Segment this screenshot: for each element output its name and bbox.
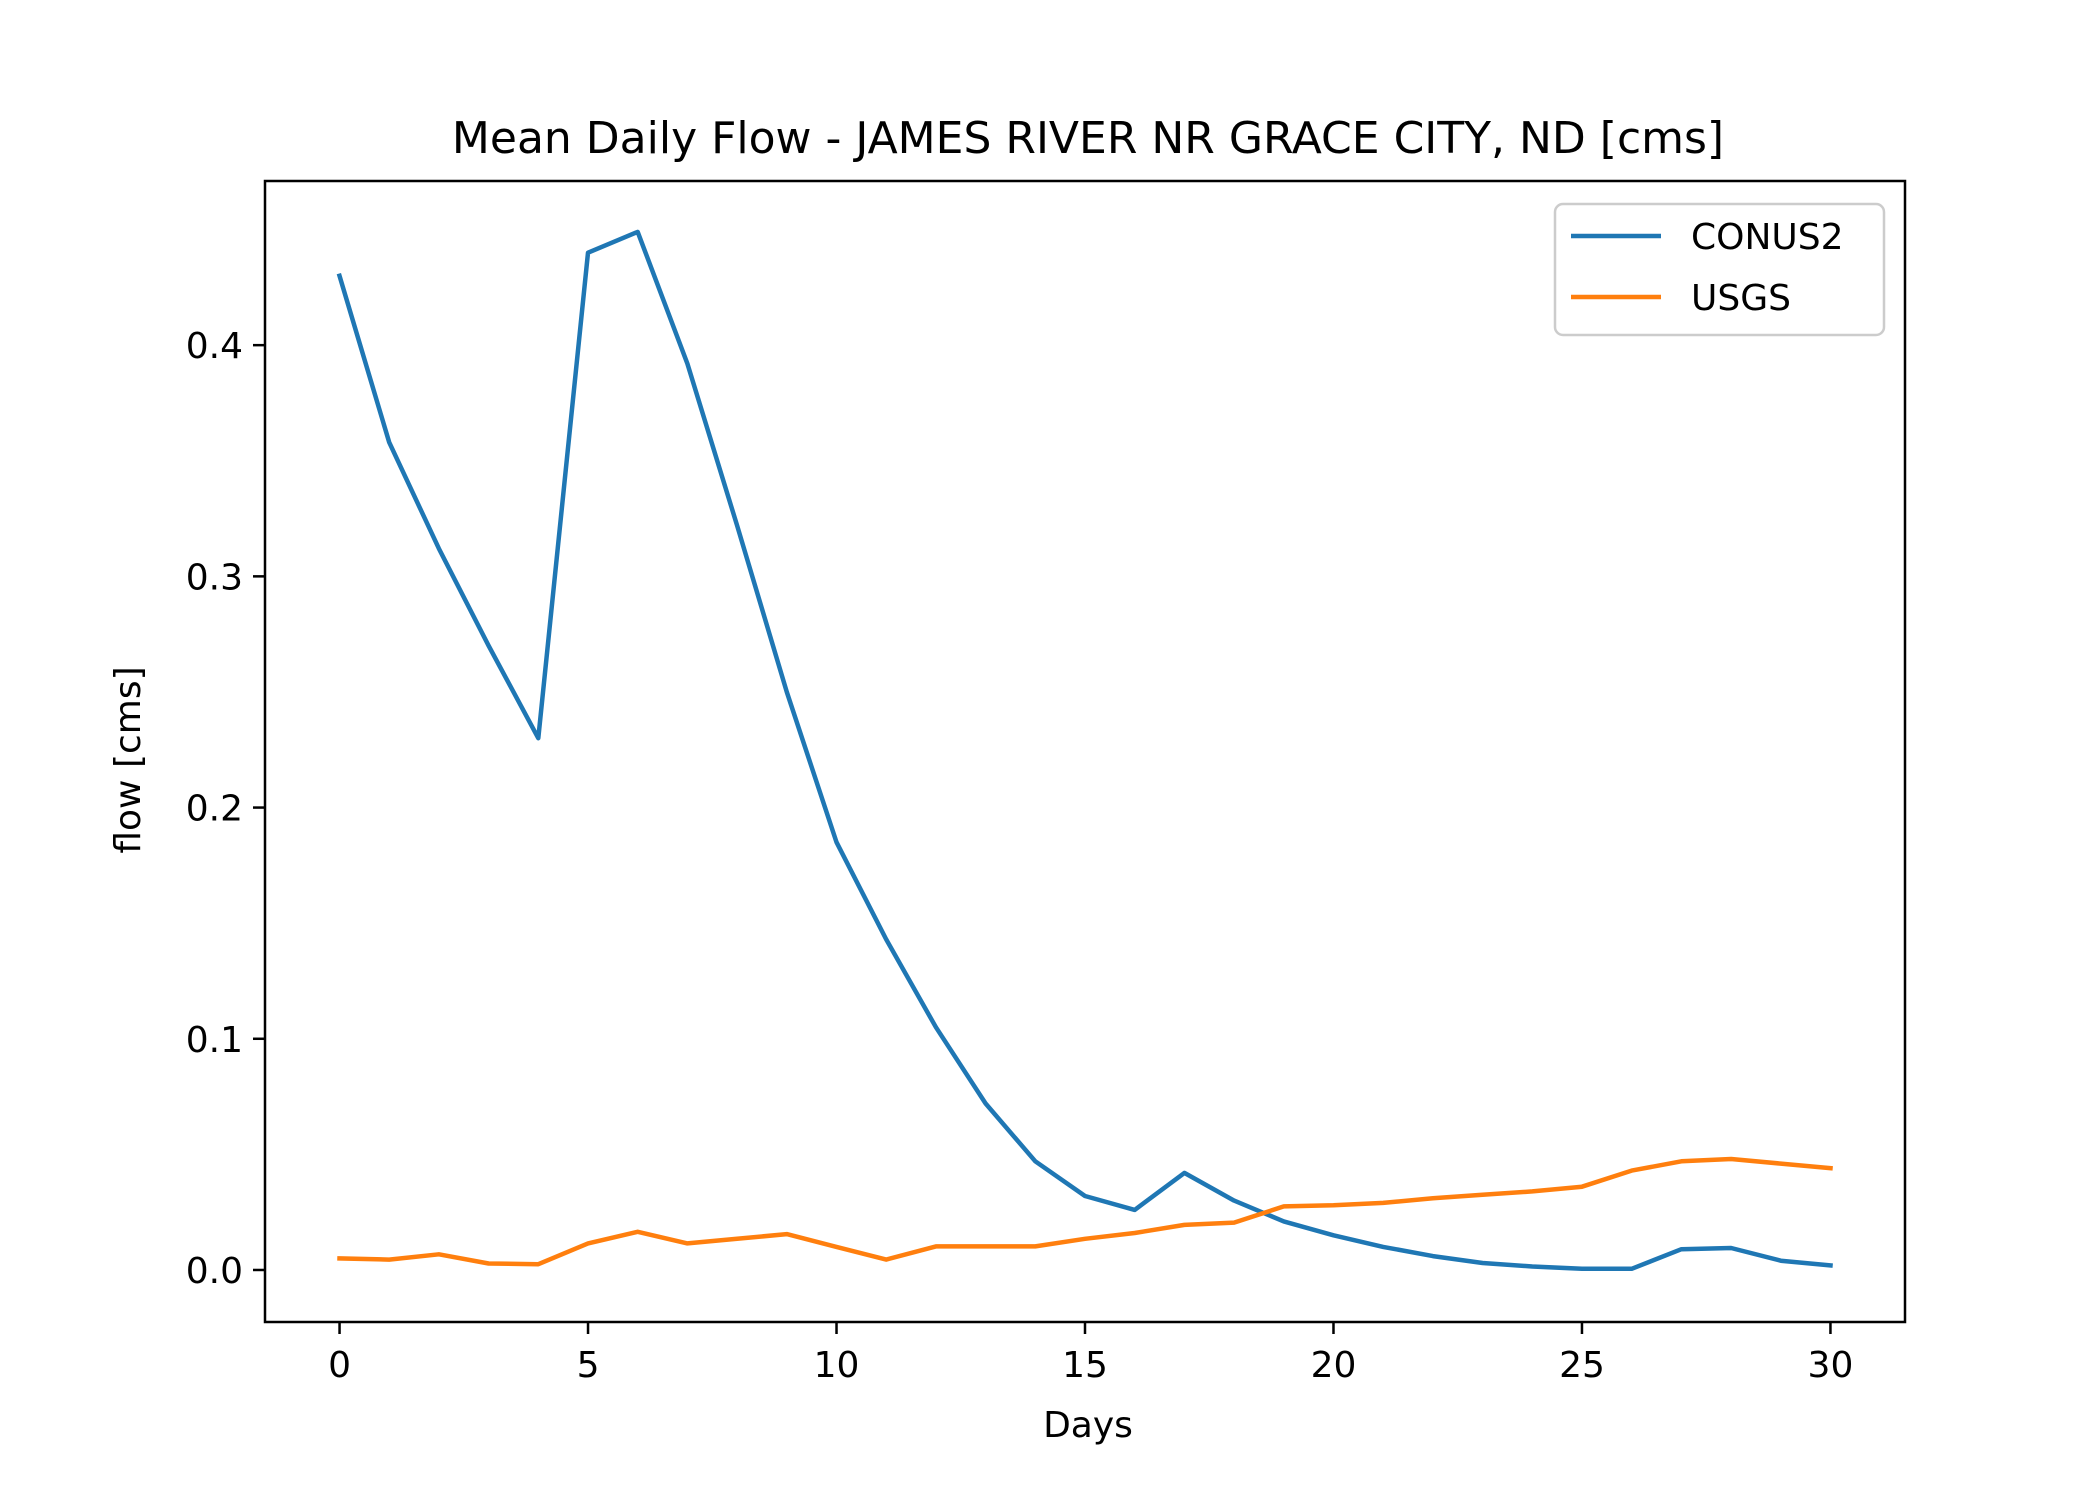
x-tick-label: 30 [1808, 1345, 1854, 1386]
y-axis-label: flow [cms] [108, 666, 149, 853]
y-tick-label: 0.4 [186, 326, 243, 367]
y-tick-label: 0.0 [186, 1251, 243, 1292]
x-axis-ticks: 0 5 10 15 20 25 30 [328, 1322, 1853, 1386]
x-tick-label: 5 [577, 1345, 600, 1386]
legend-label-conus2: CONUS2 [1691, 217, 1844, 258]
y-axis-ticks: 0.0 0.1 0.2 0.3 0.4 [186, 326, 265, 1292]
series-line-usgs [337, 1156, 1833, 1267]
series-line-conus2 [336, 229, 1833, 1272]
x-tick-label: 15 [1062, 1345, 1108, 1386]
x-tick-label: 10 [814, 1345, 860, 1386]
x-tick-label: 25 [1559, 1345, 1605, 1386]
x-axis-label: Days [1043, 1405, 1133, 1446]
y-tick-label: 0.2 [186, 789, 243, 830]
y-tick-label: 0.1 [186, 1020, 243, 1061]
plot-lines [336, 229, 1833, 1272]
chart-title: Mean Daily Flow - JAMES RIVER NR GRACE C… [452, 113, 1724, 164]
legend: CONUS2 USGS [1553, 202, 1886, 337]
y-tick-label: 0.3 [186, 557, 243, 598]
plot-frame [263, 179, 1907, 1324]
x-tick-label: 20 [1311, 1345, 1357, 1386]
x-tick-label: 0 [328, 1345, 351, 1386]
legend-label-usgs: USGS [1691, 278, 1791, 319]
